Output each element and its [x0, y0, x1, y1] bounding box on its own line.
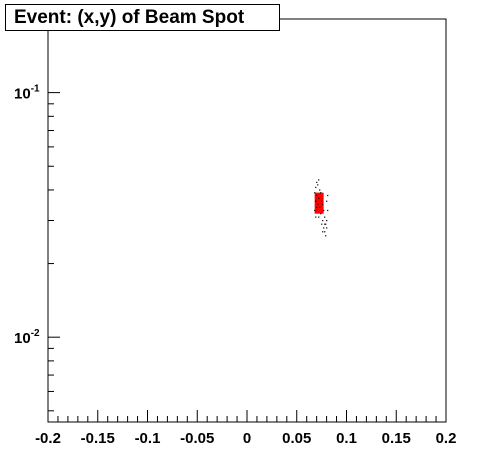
y-tick-label: 10-1 — [14, 84, 40, 103]
data-point — [319, 206, 321, 208]
x-tick-label: -0.05 — [180, 430, 214, 447]
data-point — [322, 203, 324, 205]
data-point — [318, 197, 320, 199]
data-point — [327, 194, 329, 197]
data-point — [325, 235, 327, 237]
data-point — [319, 189, 321, 191]
data-point — [323, 209, 325, 212]
data-point — [324, 231, 326, 233]
data-point — [326, 220, 328, 222]
data-point — [327, 209, 329, 212]
x-tick-label: -0.1 — [135, 430, 161, 447]
chart-title: Event: (x,y) of Beam Spot — [14, 7, 245, 28]
data-point — [322, 231, 324, 233]
x-tick-label: 0.05 — [282, 430, 311, 447]
data-point — [322, 220, 324, 222]
data-point — [318, 179, 320, 181]
data-points — [314, 179, 329, 237]
x-tick-label: 0.1 — [336, 430, 357, 447]
data-point — [314, 209, 316, 212]
x-tick-label: 0.15 — [382, 430, 411, 447]
data-point — [318, 216, 320, 218]
data-point — [323, 227, 325, 229]
data-point — [316, 194, 318, 197]
chart-title-box: Event: (x,y) of Beam Spot — [5, 4, 280, 31]
data-point — [315, 200, 317, 202]
dense-point-cluster — [314, 192, 324, 214]
data-point — [317, 203, 319, 205]
x-tick-label: 0 — [243, 430, 251, 447]
data-point — [326, 200, 328, 202]
x-axis-ticks: -0.2 -0.15 -0.1 -0.05 0 0.05 0.1 0.15 0.2 — [35, 410, 456, 447]
data-point — [324, 223, 326, 225]
x-tick-label: -0.15 — [81, 430, 115, 447]
data-point — [317, 184, 319, 186]
data-point — [324, 216, 326, 218]
data-point — [321, 223, 323, 225]
data-point — [315, 216, 317, 218]
data-point — [321, 200, 323, 202]
x-tick-label: 0.2 — [436, 430, 457, 447]
data-point — [325, 223, 327, 225]
data-point — [320, 213, 322, 215]
data-point — [314, 192, 316, 194]
data-point — [315, 186, 317, 189]
data-point — [316, 206, 318, 208]
data-point — [320, 192, 322, 194]
data-point — [326, 227, 328, 229]
x-tick-label: -0.2 — [35, 430, 61, 447]
y-axis-ticks: 10-1 10-2 — [14, 18, 60, 412]
plot-frame — [47, 18, 447, 423]
data-point — [316, 181, 318, 183]
y-tick-label: 10-2 — [14, 328, 40, 347]
